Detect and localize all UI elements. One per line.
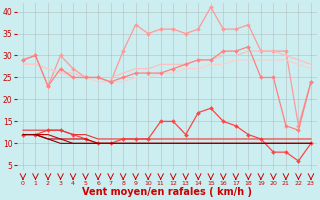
- X-axis label: Vent moyen/en rafales ( km/h ): Vent moyen/en rafales ( km/h ): [82, 187, 252, 197]
